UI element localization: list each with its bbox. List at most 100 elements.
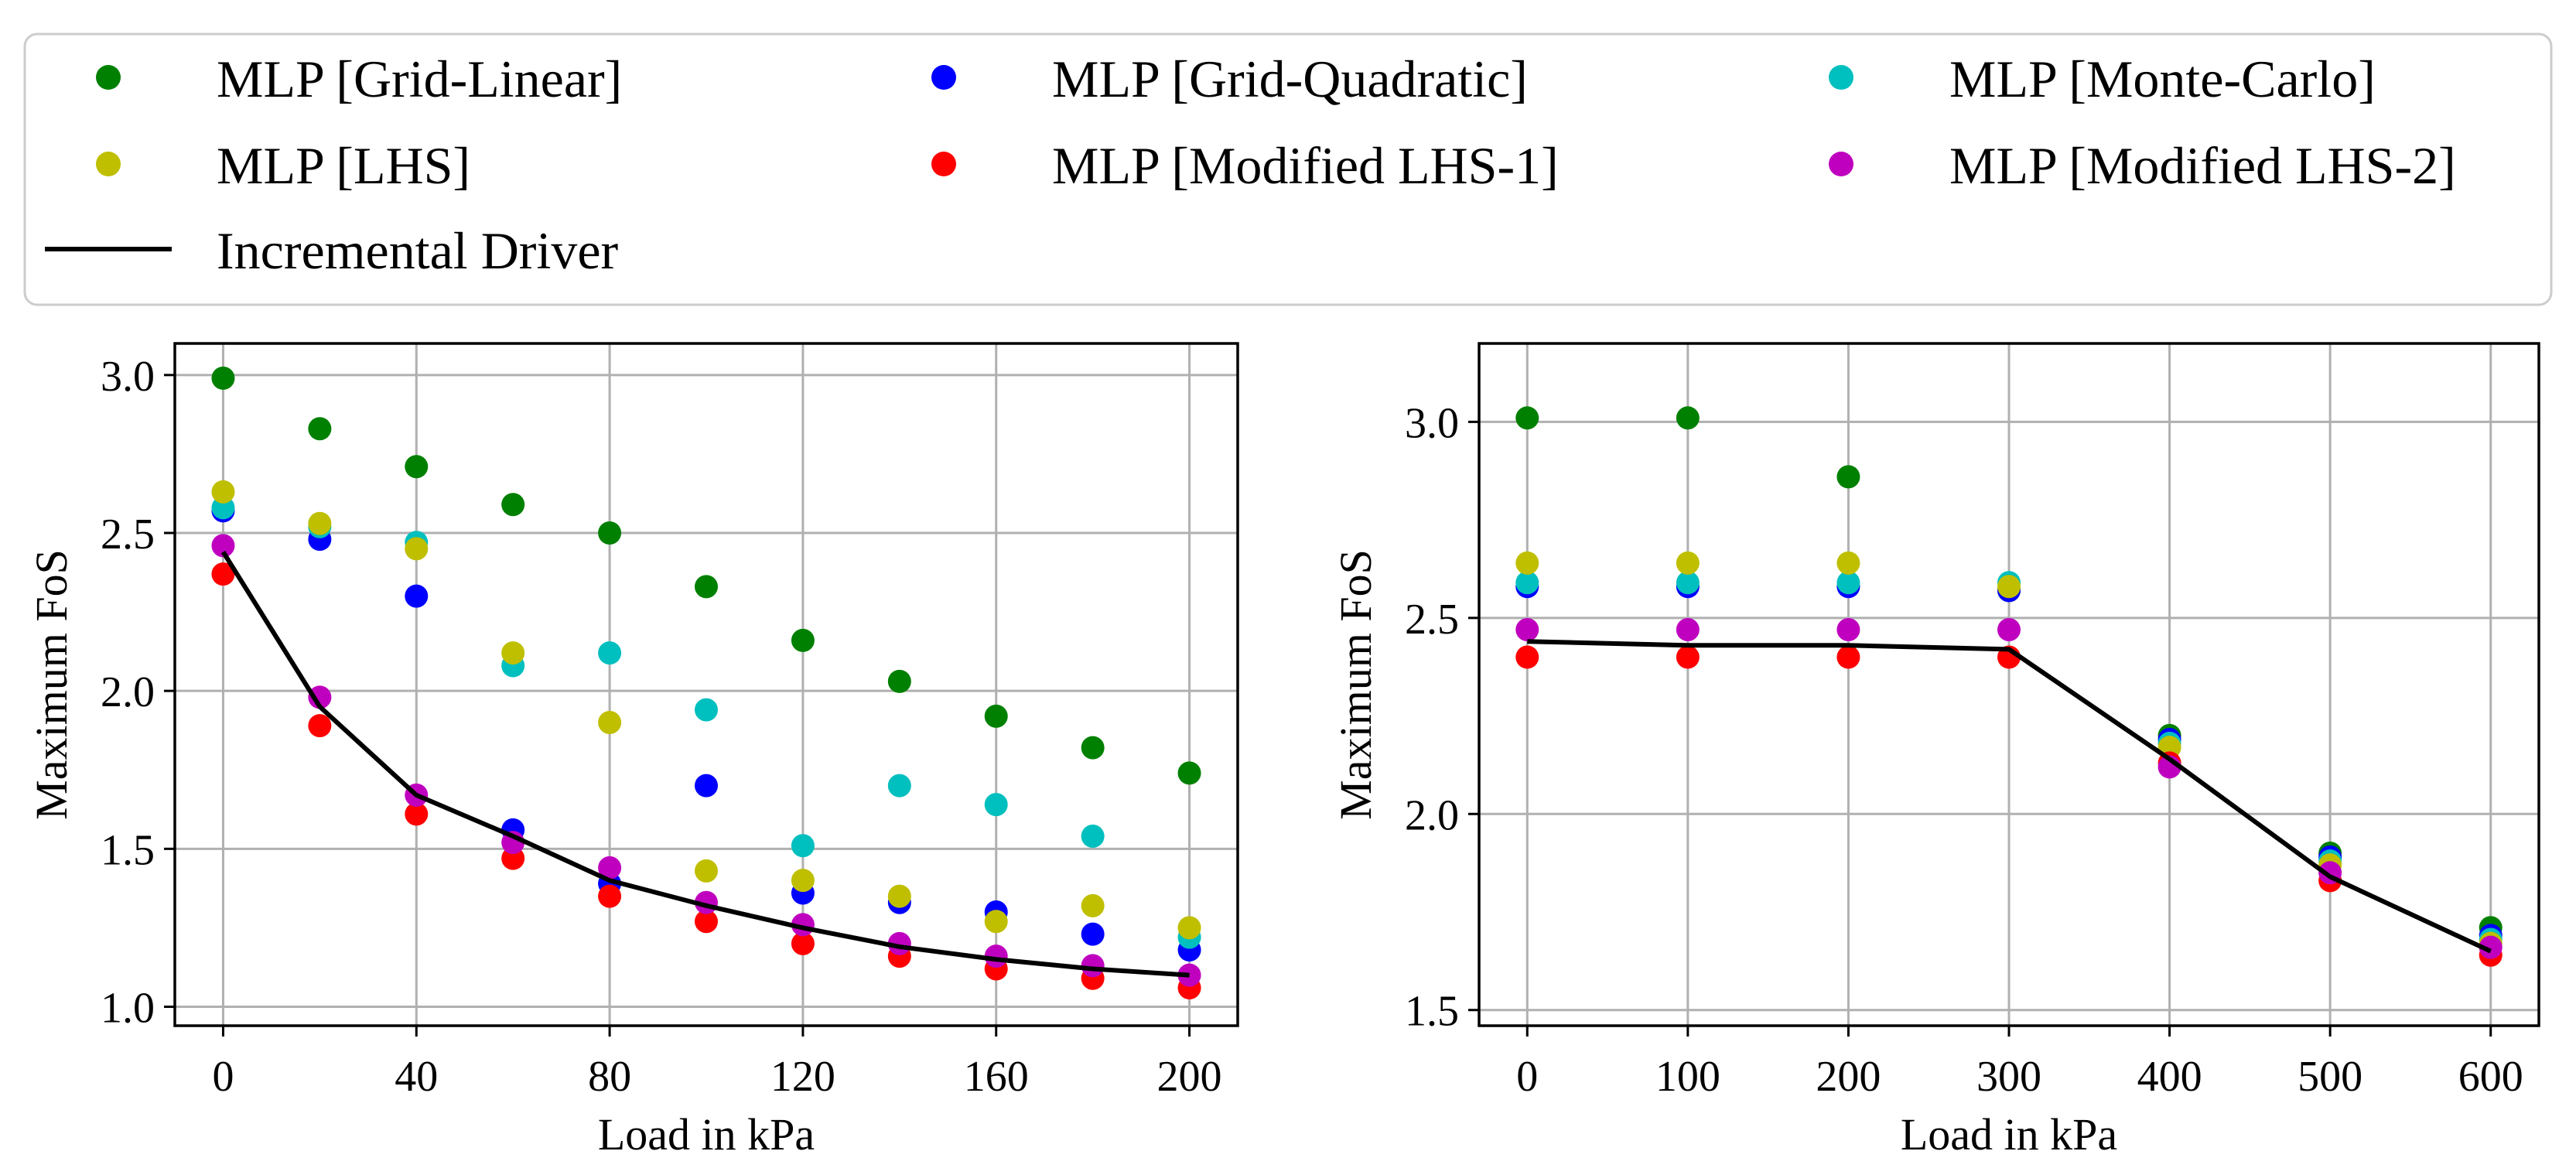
x-tick-label: 0	[212, 1053, 234, 1101]
x-axis-label: Load in kPa	[1901, 1109, 2117, 1160]
data-point	[695, 698, 718, 722]
x-tick-label: 40	[395, 1053, 438, 1101]
y-tick-label: 2.5	[101, 511, 155, 558]
y-tick-label: 1.0	[101, 985, 155, 1033]
data-point	[984, 793, 1008, 817]
data-point	[1836, 618, 1860, 642]
data-point	[308, 511, 332, 535]
data-point	[1836, 465, 1860, 489]
data-point	[1676, 551, 1700, 575]
y-tick-label: 2.0	[101, 668, 155, 716]
data-point	[791, 628, 815, 652]
x-tick-label: 200	[1816, 1053, 1881, 1101]
plot-frame	[1478, 342, 2540, 1027]
legend-marker	[931, 65, 956, 90]
data-point	[598, 641, 622, 665]
legend-marker	[96, 65, 121, 90]
data-point	[501, 641, 525, 665]
data-point	[1081, 893, 1105, 917]
data-point	[791, 834, 815, 858]
data-point	[211, 562, 235, 586]
x-tick-label: 0	[1516, 1053, 1538, 1101]
legend-label: MLP [Monte-Carlo]	[1949, 50, 2376, 108]
data-point	[1676, 645, 1700, 669]
legend-frame	[23, 32, 2553, 306]
data-point	[598, 521, 622, 545]
x-tick-label: 300	[1976, 1053, 2041, 1101]
data-point	[211, 366, 235, 390]
data-point	[405, 455, 429, 479]
right-chart: 0 100 200 300 400 500 600 1.5 2.0 2.5 3.0 Load in k…	[1331, 342, 2540, 1160]
y-axis-label: Maximum FoS	[1331, 549, 1381, 820]
data-point	[308, 417, 332, 441]
y-tick-label: 1.5	[101, 826, 155, 874]
data-point	[405, 802, 429, 826]
x-tick-label: 600	[2458, 1053, 2523, 1101]
incremental-driver-line	[220, 550, 1190, 978]
x-tick-label: 100	[1655, 1053, 1720, 1101]
data-point	[211, 534, 235, 558]
legend-marker	[1829, 65, 1853, 90]
data-point	[1836, 551, 1860, 575]
data-point	[1177, 761, 1201, 785]
data-point	[887, 774, 911, 798]
data-point	[501, 493, 525, 517]
data-point	[1515, 406, 1539, 430]
series-mlp-modified-lhs-2	[1515, 618, 2503, 959]
data-point	[695, 859, 718, 883]
data-point	[308, 685, 332, 709]
data-point	[1081, 922, 1105, 946]
legend-label: MLP [Modified LHS-1]	[1052, 136, 1559, 195]
data-point	[1515, 618, 1539, 642]
legend: MLP [Grid-Linear] MLP [Grid-Quadratic] MLP…	[23, 32, 2553, 306]
legend-label: MLP [LHS]	[217, 136, 470, 195]
x-tick-label: 500	[2298, 1053, 2362, 1101]
x-tick-label: 120	[770, 1053, 835, 1101]
data-point	[1997, 575, 2021, 599]
y-tick-label: 3.0	[1405, 399, 1459, 447]
data-point	[1997, 618, 2021, 642]
legend-marker	[96, 152, 121, 176]
x-axis-label: Load in kPa	[598, 1109, 815, 1160]
data-point	[598, 856, 622, 880]
y-tick-label: 2.0	[1405, 791, 1459, 839]
data-point	[405, 584, 429, 608]
data-point	[405, 537, 429, 561]
x-tick-label: 200	[1157, 1053, 1222, 1101]
series-mlp-grid-linear	[211, 366, 1201, 785]
y-tick-label: 2.5	[1405, 596, 1459, 644]
data-point	[1676, 618, 1700, 642]
data-point	[695, 910, 718, 934]
data-point	[1676, 571, 1700, 595]
legend-label: MLP [Modified LHS-2]	[1949, 136, 2456, 195]
data-point	[1836, 571, 1860, 595]
data-point	[1515, 571, 1539, 595]
data-point	[211, 480, 235, 504]
data-point	[695, 575, 718, 599]
data-point	[1515, 645, 1539, 669]
data-point	[1177, 916, 1201, 940]
y-tick-label: 3.0	[101, 353, 155, 401]
data-point	[1515, 551, 1539, 575]
legend-label: Incremental Driver	[217, 221, 619, 280]
legend-label: MLP [Grid-Linear]	[217, 50, 622, 108]
data-point	[308, 714, 332, 738]
incremental-driver-line	[1527, 639, 2492, 954]
data-point	[887, 884, 911, 908]
x-tick-label: 160	[964, 1053, 1029, 1101]
data-point	[984, 704, 1008, 728]
plot-frame	[173, 342, 1239, 1027]
x-tick-label: 400	[2137, 1053, 2202, 1101]
data-point	[1081, 825, 1105, 848]
data-point	[1836, 645, 1860, 669]
data-point	[984, 910, 1008, 934]
data-point	[598, 711, 622, 734]
data-point	[791, 931, 815, 955]
data-point	[598, 884, 622, 908]
legend-marker	[1829, 152, 1853, 176]
data-point	[695, 774, 718, 798]
data-point	[1676, 406, 1700, 430]
data-point	[791, 869, 815, 893]
legend-label: MLP [Grid-Quadratic]	[1052, 50, 1528, 108]
